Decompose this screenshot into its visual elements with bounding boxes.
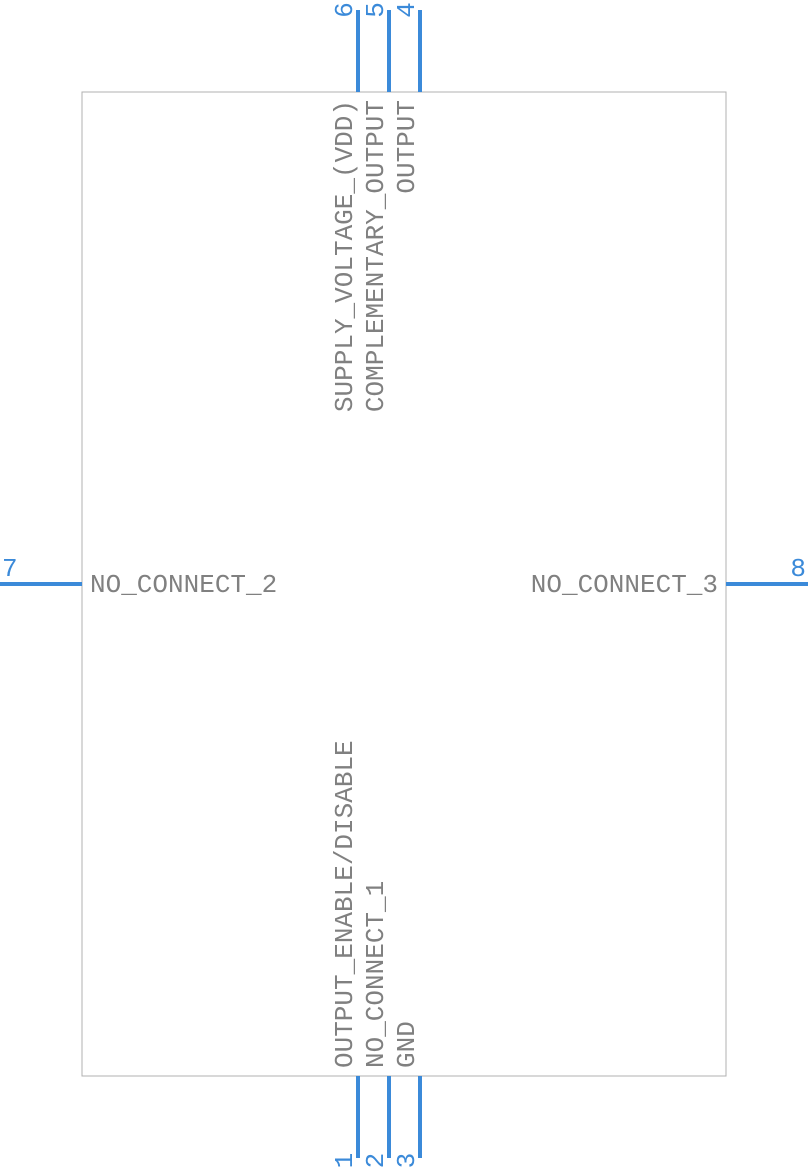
- pin-label-3: GND: [392, 1021, 422, 1068]
- pin-number-8: 8: [790, 554, 806, 584]
- pin-number-2: 2: [361, 1153, 391, 1168]
- pin-label-1: OUTPUT_ENABLE/DISABLE: [330, 740, 360, 1068]
- pin-label-8: NO_CONNECT_3: [531, 570, 718, 600]
- pin-number-1: 1: [330, 1153, 360, 1168]
- pin-label-5: COMPLEMENTARY_OUTPUT: [361, 100, 391, 412]
- pin-label-2: NO_CONNECT_1: [361, 881, 391, 1068]
- pin-label-6: SUPPLY_VOLTAGE_(VDD): [330, 100, 360, 412]
- pin-label-4: OUTPUT: [392, 100, 422, 194]
- pin-number-6: 6: [330, 2, 360, 18]
- pin-label-7: NO_CONNECT_2: [90, 570, 277, 600]
- pin-number-4: 4: [392, 2, 422, 18]
- pin-number-7: 7: [2, 554, 18, 584]
- pin-number-3: 3: [392, 1153, 422, 1168]
- pin-number-5: 5: [361, 2, 391, 18]
